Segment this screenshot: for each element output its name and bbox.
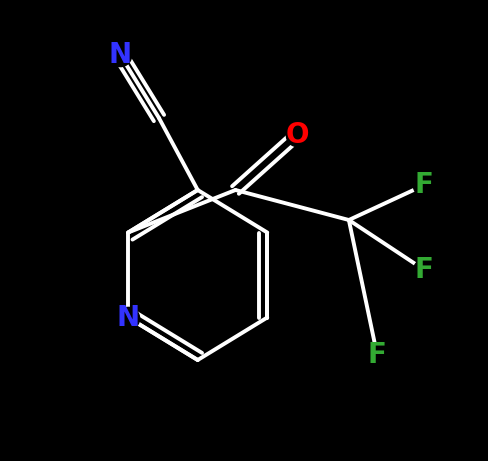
Text: O: O bbox=[285, 121, 308, 149]
Text: N: N bbox=[117, 303, 140, 331]
Text: N: N bbox=[109, 41, 132, 69]
Text: F: F bbox=[415, 171, 434, 199]
Text: F: F bbox=[368, 341, 386, 369]
Text: F: F bbox=[415, 256, 434, 284]
